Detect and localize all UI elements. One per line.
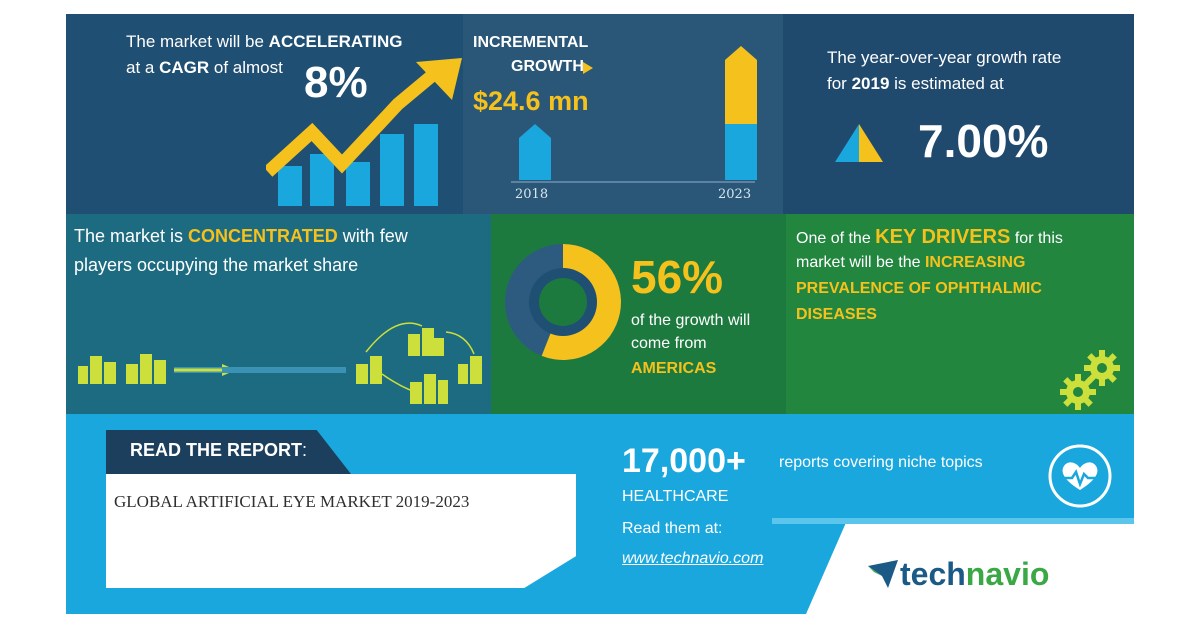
technavio-logo-icon <box>868 560 898 588</box>
cagr-panel: The market will be ACCELERATING at a CAG… <box>66 14 463 214</box>
incremental-label-1: INCREMENTAL <box>473 34 589 51</box>
cagr-value: 8% <box>304 58 368 107</box>
drivers-line3: PREVALENCE OF OPHTHALMIC <box>796 280 1042 297</box>
report-title[interactable]: GLOBAL ARTIFICIAL EYE MARKET 2019-2023 <box>114 492 470 511</box>
growth-bars-icon <box>511 46 757 183</box>
year-end-label: 2023 <box>718 187 752 202</box>
region-line1: of the growth will <box>631 312 751 329</box>
drivers-line4: DISEASES <box>796 306 877 323</box>
report-count-text: reports covering niche topics <box>779 454 983 471</box>
read-report-label: READ THE REPORT: <box>130 440 308 460</box>
gears-icon <box>1060 350 1120 410</box>
rising-chart-icon <box>266 58 462 206</box>
report-panel: READ THE REPORT: GLOBAL ARTIFICIAL EYE M… <box>66 414 1134 614</box>
read-report-tab <box>106 430 351 474</box>
year-start-label: 2018 <box>515 187 549 202</box>
concentration-line2: players occupying the market share <box>74 255 359 275</box>
buildings-illustration <box>78 322 482 404</box>
incremental-growth-panel: INCREMENTAL GROWTH $24.6 mn 2018 2023 <box>463 14 783 214</box>
region-name: AMERICAS <box>631 360 717 377</box>
logo-word-navio: navio <box>965 555 1050 592</box>
report-count: 17,000+ <box>622 442 746 480</box>
yoy-line1: The year-over-year growth rate <box>827 48 1062 67</box>
region-line2: come from <box>631 335 707 352</box>
heartbeat-icon <box>1048 444 1112 508</box>
technavio-logo[interactable]: tech navio <box>866 554 1049 594</box>
drivers-panel: One of the KEY DRIVERS for this market w… <box>786 214 1134 414</box>
yoy-line2: for 2019 is estimated at <box>827 74 1004 93</box>
region-share-donut <box>505 244 621 360</box>
incremental-amount: $24.6 mn <box>473 86 589 116</box>
read-them-at: Read them at: <box>622 520 723 537</box>
cagr-line2: at a CAGR of almost <box>126 58 283 77</box>
logo-word-tech: tech <box>900 555 966 592</box>
infographic: The market will be ACCELERATING at a CAG… <box>66 14 1134 614</box>
cagr-line1: The market will be ACCELERATING <box>126 32 403 51</box>
concentration-line1: The market is CONCENTRATED with few <box>74 226 408 246</box>
region-panel: 56% of the growth will come from AMERICA… <box>491 214 786 414</box>
region-percent: 56% <box>631 251 724 303</box>
logo-stripe <box>772 518 1134 524</box>
report-category: HEALTHCARE <box>622 488 729 505</box>
yoy-growth-panel: The year-over-year growth rate for 2019 … <box>783 14 1134 214</box>
drivers-line2: market will be the INCREASING <box>796 254 1026 271</box>
incremental-label-2: GROWTH <box>511 58 584 75</box>
triangle-icon <box>835 124 883 162</box>
concentration-panel: The market is CONCENTRATED with few play… <box>66 214 491 414</box>
drivers-line1: One of the KEY DRIVERS for this <box>796 226 1063 248</box>
yoy-value: 7.00% <box>918 115 1049 167</box>
logo-box <box>806 524 1134 614</box>
report-title-card[interactable] <box>106 474 576 588</box>
website-link[interactable]: www.technavio.com <box>622 550 764 567</box>
